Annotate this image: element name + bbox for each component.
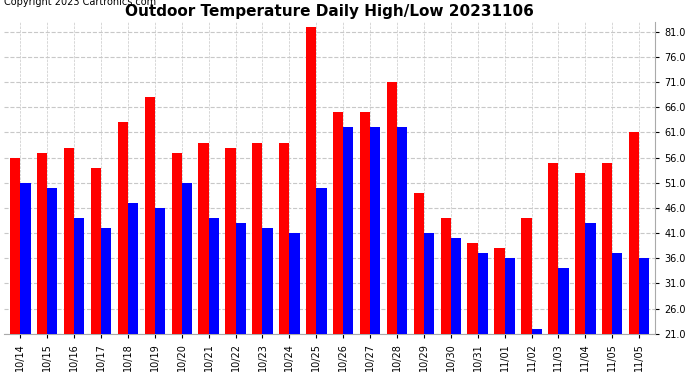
- Bar: [451, 238, 461, 375]
- Bar: [397, 128, 407, 375]
- Bar: [10, 158, 20, 375]
- Bar: [585, 223, 595, 375]
- Bar: [414, 193, 424, 375]
- Bar: [47, 188, 57, 375]
- Bar: [118, 122, 128, 375]
- Bar: [424, 233, 434, 375]
- Bar: [522, 218, 531, 375]
- Bar: [208, 218, 219, 375]
- Bar: [468, 243, 477, 375]
- Bar: [602, 163, 612, 375]
- Bar: [549, 163, 558, 375]
- Bar: [558, 268, 569, 375]
- Bar: [64, 147, 74, 375]
- Text: Copyright 2023 Cartronics.com: Copyright 2023 Cartronics.com: [4, 0, 157, 7]
- Bar: [91, 168, 101, 375]
- Bar: [235, 223, 246, 375]
- Bar: [387, 82, 397, 375]
- Bar: [289, 233, 299, 375]
- Bar: [343, 128, 353, 375]
- Bar: [441, 218, 451, 375]
- Bar: [226, 147, 235, 375]
- Bar: [370, 128, 380, 375]
- Bar: [37, 153, 47, 375]
- Bar: [181, 183, 192, 375]
- Bar: [279, 142, 289, 375]
- Bar: [629, 132, 639, 375]
- Bar: [199, 142, 208, 375]
- Bar: [145, 97, 155, 375]
- Bar: [172, 153, 181, 375]
- Bar: [128, 203, 138, 375]
- Bar: [360, 112, 370, 375]
- Bar: [495, 248, 504, 375]
- Bar: [155, 208, 165, 375]
- Bar: [612, 253, 622, 375]
- Bar: [101, 228, 111, 375]
- Title: Outdoor Temperature Daily High/Low 20231106: Outdoor Temperature Daily High/Low 20231…: [126, 4, 534, 19]
- Bar: [262, 228, 273, 375]
- Bar: [575, 173, 585, 375]
- Bar: [504, 258, 515, 375]
- Bar: [20, 183, 30, 375]
- Bar: [639, 258, 649, 375]
- Bar: [316, 188, 326, 375]
- Bar: [531, 329, 542, 375]
- Bar: [253, 142, 262, 375]
- Bar: [74, 218, 84, 375]
- Bar: [477, 253, 488, 375]
- Bar: [306, 27, 316, 375]
- Bar: [333, 112, 343, 375]
